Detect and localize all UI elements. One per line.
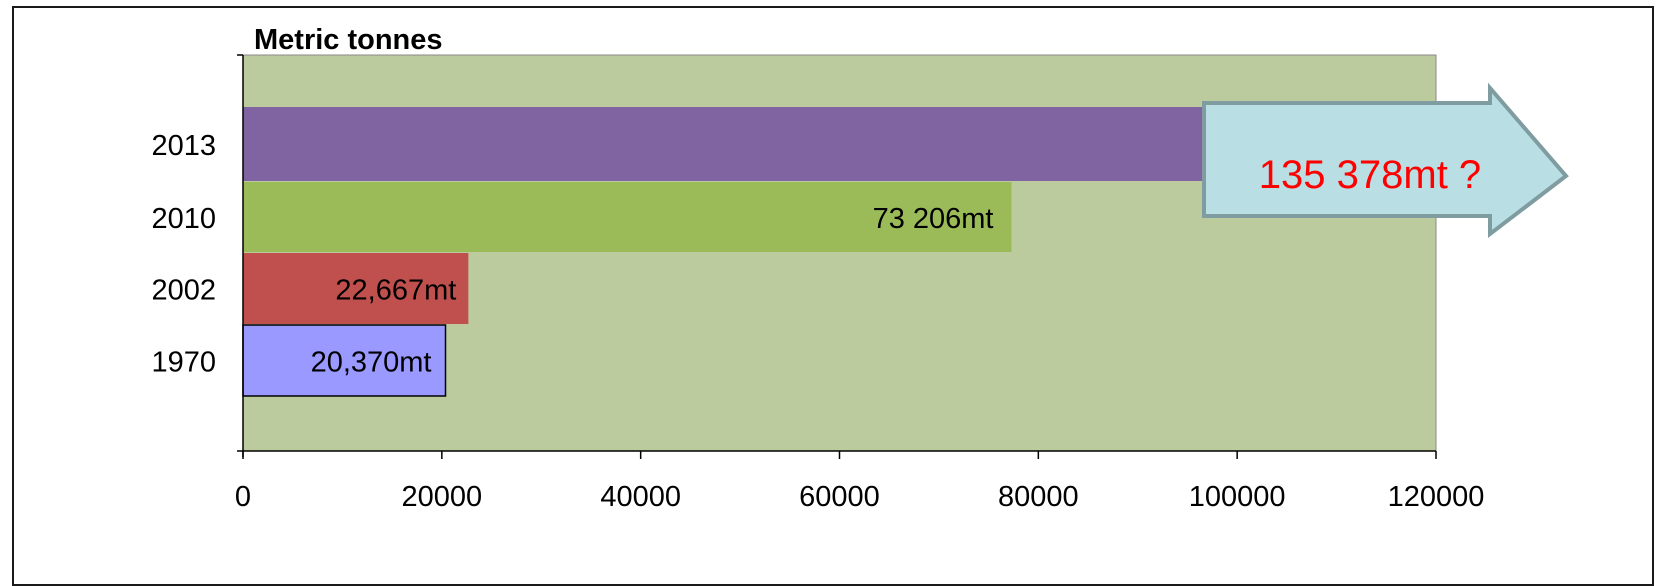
category-label-2002: 2002	[151, 275, 216, 307]
data-label-2013: 135 378mt ?	[1259, 153, 1481, 197]
data-label-1970: 20,370mt	[311, 347, 432, 379]
bar-2010	[243, 182, 1012, 252]
x-tick-label-120000: 120000	[1388, 481, 1485, 513]
x-tick-label-100000: 100000	[1189, 481, 1286, 513]
x-tick-label-60000: 60000	[799, 481, 880, 513]
x-tick-label-80000: 80000	[998, 481, 1079, 513]
x-tick-label-0: 0	[235, 481, 251, 513]
category-label-1970: 1970	[151, 347, 216, 379]
bar-1970	[242, 324, 447, 397]
data-label-2010: 73 206mt	[873, 203, 994, 235]
category-label-2010: 2010	[151, 203, 216, 235]
x-tick-label-20000: 20000	[402, 481, 483, 513]
y-axis-label: Metric tonnes	[254, 24, 443, 56]
bar-2002	[243, 253, 469, 324]
callout-arrow	[1202, 82, 1569, 239]
x-tick-label-40000: 40000	[600, 481, 681, 513]
data-label-2002: 22,667mt	[335, 275, 456, 307]
category-label-2013: 2013	[151, 130, 216, 162]
